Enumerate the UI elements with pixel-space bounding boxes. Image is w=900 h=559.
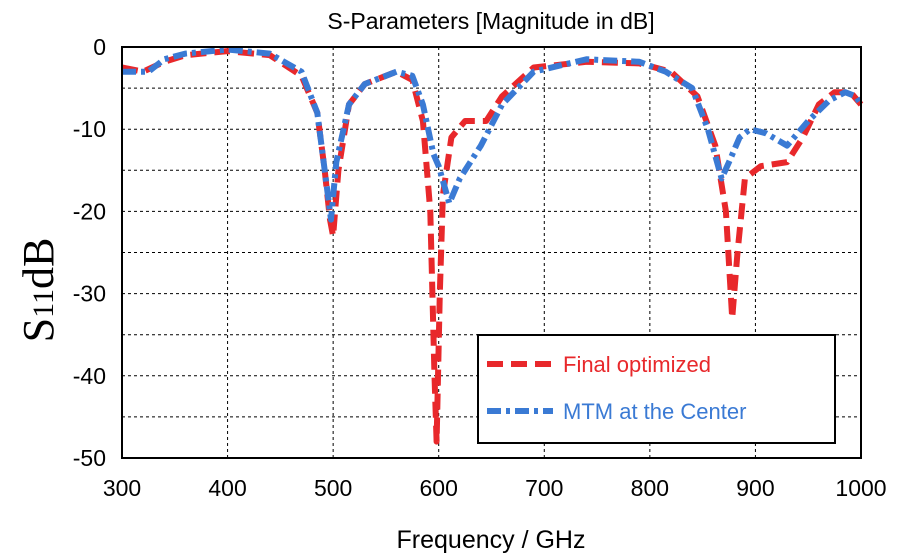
series-layer [121,46,864,445]
y-tick-label: -20 [73,198,106,224]
y-tick-label: -40 [73,363,106,389]
y-tick-label: -30 [73,281,106,307]
tick-labels: 300 400 500 600 700 800 900 1000 0 -10 -20 -30 -40 -5… [73,34,887,501]
x-tick-label: 500 [314,475,352,501]
legend-box [477,334,836,444]
legend: Final optimized MTM at the Center [477,334,836,444]
x-tick-label: 300 [103,475,141,501]
x-tick-label: 900 [736,475,774,501]
y-tick-label: -50 [73,445,106,471]
y-axis-label: S11dB [14,238,63,343]
x-tick-label: 600 [420,475,458,501]
plot-frame [121,46,862,459]
x-tick-label: 700 [525,475,563,501]
series-line-1 [122,46,864,223]
x-axis-label: Frequency / GHz [397,526,586,554]
chart-title: S-Parameters [Magnitude in dB] [327,8,654,34]
y-tick-label: -10 [73,116,106,142]
legend-label-mtm-center: MTM at the Center [563,399,746,424]
y-tick-label: 0 [93,34,106,60]
grid-lines [121,46,862,459]
x-tick-label: 400 [208,475,246,501]
x-tick-label: 1000 [835,475,886,501]
legend-label-final-optimized: Final optimized [563,352,711,377]
x-tick-label: 800 [631,475,669,501]
